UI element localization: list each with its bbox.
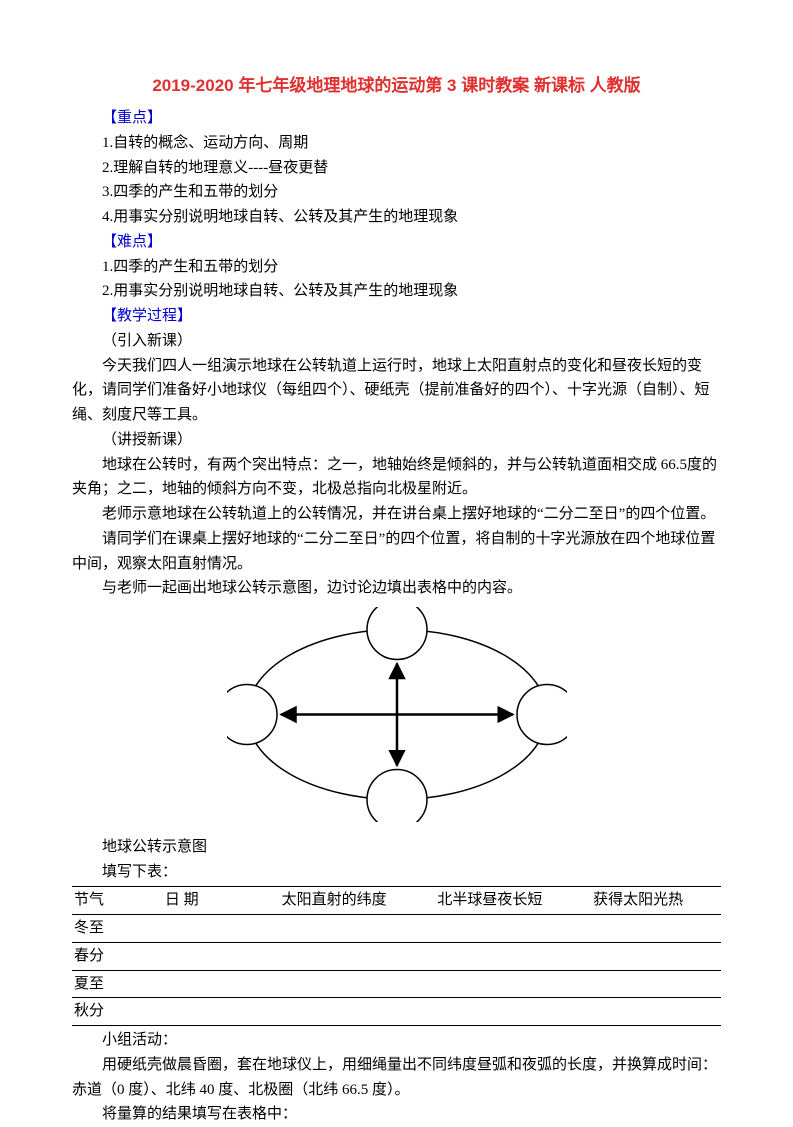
- difficulty-1: 1.四季的产生和五带的划分: [72, 255, 721, 280]
- keypoint-1: 1.自转的概念、运动方向、周期: [72, 131, 721, 156]
- diagram-caption: 地球公转示意图: [72, 835, 721, 860]
- th-jieqi: 节气: [72, 887, 163, 915]
- th-date: 日 期: [163, 887, 280, 915]
- activity-p1: 用硬纸壳做晨昏圈，套在地球仪上，用细绳量出不同纬度昼弧和夜弧的长度，并换算成时间…: [72, 1053, 721, 1103]
- table-header-row: 节气 日 期 太阳直射的纬度 北半球昼夜长短 获得太阳光热: [72, 887, 721, 915]
- section-difficulties-label: 【难点】: [72, 230, 721, 255]
- keypoint-2: 2.理解自转的地理意义----昼夜更替: [72, 156, 721, 181]
- section-process-label: 【教学过程】: [72, 304, 721, 329]
- difficulty-2: 2.用事实分别说明地球自转、公转及其产生的地理现象: [72, 279, 721, 304]
- orbit-svg: [227, 607, 567, 822]
- paragraph-4: 请同学们在课桌上摆好地球的“二分二至日”的四个位置，将自制的十字光源放在四个地球…: [72, 527, 721, 577]
- th-latitude: 太阳直射的纬度: [280, 887, 436, 915]
- table-intro: 填写下表：: [72, 860, 721, 885]
- teach-label: （讲授新课）: [72, 428, 721, 453]
- keypoint-4: 4.用事实分别说明地球自转、公转及其产生的地理现象: [72, 205, 721, 230]
- activity-label: 小组活动：: [72, 1028, 721, 1053]
- table-row: 冬至: [72, 915, 721, 943]
- activity-p2: 将量算的结果填写在表格中：: [72, 1102, 721, 1127]
- paragraph-2: 地球在公转时，有两个突出特点：之一，地轴始终是倾斜的，并与公转轨道面相交成 66…: [72, 453, 721, 503]
- paragraph-1: 今天我们四人一组演示地球在公转轨道上运行时，地球上太阳直射点的变化和昼夜长短的变…: [72, 354, 721, 428]
- intro-label: （引入新课）: [72, 329, 721, 354]
- table-row: 秋分: [72, 998, 721, 1026]
- page-title: 2019-2020 年七年级地理地球的运动第 3 课时教案 新课标 人教版: [72, 72, 721, 100]
- section-keypoints-label: 【重点】: [72, 106, 721, 131]
- table-row: 夏至: [72, 970, 721, 998]
- paragraph-3: 老师示意地球在公转轨道上的公转情况，并在讲台桌上摆好地球的“二分二至日”的四个位…: [72, 502, 721, 527]
- orbit-diagram: [72, 607, 721, 831]
- solar-terms-table: 节气 日 期 太阳直射的纬度 北半球昼夜长短 获得太阳光热 冬至 春分 夏至 秋…: [72, 886, 721, 1026]
- paragraph-5: 与老师一起画出地球公转示意图，边讨论边填出表格中的内容。: [72, 576, 721, 601]
- keypoint-3: 3.四季的产生和五带的划分: [72, 180, 721, 205]
- th-heat: 获得太阳光热: [591, 887, 721, 915]
- th-daynight: 北半球昼夜长短: [435, 887, 591, 915]
- table-row: 春分: [72, 942, 721, 970]
